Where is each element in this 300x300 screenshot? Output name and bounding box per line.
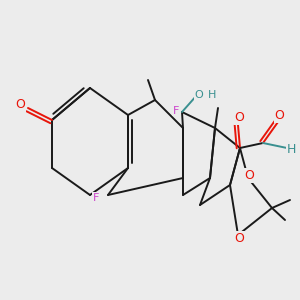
Text: H: H: [287, 143, 296, 156]
Text: O: O: [244, 169, 254, 182]
Text: O: O: [16, 98, 26, 112]
Text: O: O: [234, 111, 244, 124]
Text: H: H: [208, 90, 216, 100]
Text: F: F: [93, 193, 99, 203]
Text: O: O: [274, 109, 284, 122]
Text: O: O: [194, 90, 203, 100]
Text: O: O: [235, 232, 244, 244]
Text: F: F: [173, 106, 179, 116]
